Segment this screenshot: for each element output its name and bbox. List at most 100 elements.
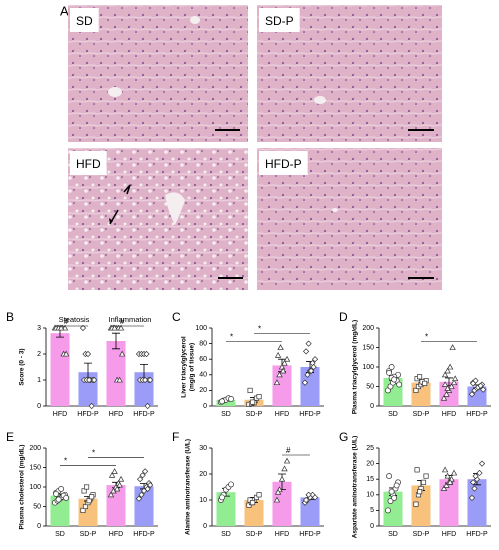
data-point	[88, 402, 95, 410]
y-tick-label: 0	[203, 523, 207, 530]
data-point	[414, 467, 420, 473]
significance-mark: *	[258, 325, 261, 334]
data-point	[142, 376, 149, 384]
y-tick-label: 100	[29, 484, 41, 491]
data-point	[441, 371, 449, 378]
y-tick-label: 3	[37, 325, 41, 332]
x-tick-label: SD	[55, 531, 65, 538]
data-point	[417, 374, 423, 380]
data-point	[86, 376, 93, 384]
data-point	[274, 351, 282, 358]
bar	[50, 333, 70, 406]
data-point	[444, 472, 451, 479]
x-tick-label: SD-P	[80, 531, 97, 538]
y-tick-label: 0	[370, 403, 374, 410]
panel-label: F	[172, 430, 179, 444]
significance-mark: *	[64, 457, 67, 466]
data-point	[444, 367, 451, 374]
data-point	[62, 350, 70, 357]
y-tick-label: 2	[37, 351, 41, 358]
data-point	[139, 472, 146, 479]
data-point	[144, 402, 151, 410]
x-tick-label: SD	[388, 411, 398, 418]
data-point	[472, 472, 479, 480]
y-tick-label: 10	[199, 497, 207, 504]
y-axis-label: Plasma cholesterol (mg/dL)	[19, 445, 26, 530]
y-tick-label: 20	[199, 387, 207, 394]
data-point	[281, 465, 288, 472]
bar	[467, 479, 487, 526]
panel-label: B	[6, 310, 14, 324]
data-point	[391, 376, 398, 383]
data-point	[305, 340, 312, 347]
data-point	[219, 494, 226, 501]
data-point	[55, 496, 62, 503]
label-box	[70, 151, 107, 175]
x-tick-label: SD	[221, 411, 231, 418]
x-tick-label: HFD-P	[133, 531, 155, 538]
data-point	[111, 324, 118, 331]
data-point	[468, 391, 476, 398]
data-point	[53, 491, 60, 497]
data-point	[440, 394, 448, 401]
data-point	[281, 359, 288, 366]
data-point	[471, 485, 478, 492]
label-box	[259, 151, 308, 175]
x-tick-label: HFD	[109, 411, 123, 418]
data-point	[147, 481, 154, 489]
data-point	[117, 324, 125, 331]
data-point	[308, 367, 315, 374]
y-tick-label: 150	[29, 464, 41, 471]
x-tick-label: HFD	[442, 411, 456, 418]
data-point	[276, 371, 283, 378]
data-point	[58, 486, 65, 492]
data-point	[89, 494, 95, 500]
data-point	[451, 375, 459, 382]
data-point	[116, 376, 123, 383]
image-label: SD	[76, 14, 93, 28]
x-tick-label: HFD-P	[466, 531, 488, 538]
data-point	[311, 356, 319, 363]
micrograph	[257, 5, 442, 142]
y-tick-label: 80	[199, 340, 207, 347]
significance-mark: *	[92, 449, 95, 458]
data-point	[147, 376, 154, 384]
data-point	[256, 394, 262, 400]
data-point	[396, 381, 403, 388]
x-tick-label: HFD	[275, 531, 289, 538]
data-point	[441, 381, 449, 387]
image-label: SD-P	[265, 14, 294, 28]
x-tick-label: HFD-P	[299, 531, 321, 538]
data-point	[417, 489, 423, 495]
data-point	[446, 363, 454, 370]
data-point	[84, 484, 90, 490]
x-tick-label: HFD	[442, 531, 456, 538]
significance-mark: #	[120, 317, 125, 326]
data-point	[278, 475, 286, 482]
data-point	[480, 386, 487, 393]
y-axis-label: Score (0 - 3)	[19, 348, 26, 385]
x-tick-label: SD-P	[413, 411, 430, 418]
x-tick-label: SD-P	[246, 531, 263, 538]
image-label: HFD	[76, 157, 101, 171]
x-tick-label: SD	[221, 531, 231, 538]
significance-mark: *	[230, 333, 233, 342]
x-tick-label: HFD-P	[299, 411, 321, 418]
data-point	[135, 495, 143, 502]
x-tick-label: HFD	[53, 411, 67, 418]
data-point	[386, 473, 393, 480]
data-point	[413, 501, 419, 507]
data-point	[108, 471, 116, 478]
y-tick-label: 5	[370, 507, 374, 514]
y-tick-label: 0	[37, 523, 41, 530]
y-tick-label: 10	[366, 492, 374, 499]
y-tick-label: 15	[366, 476, 374, 483]
y-tick-label: 100	[362, 364, 374, 371]
data-point	[279, 367, 287, 374]
data-point	[450, 469, 458, 476]
data-point	[423, 473, 429, 479]
data-point	[385, 507, 391, 514]
x-tick-label: HFD	[275, 411, 289, 418]
data-point	[143, 350, 150, 358]
y-tick-label: 200	[29, 445, 41, 452]
